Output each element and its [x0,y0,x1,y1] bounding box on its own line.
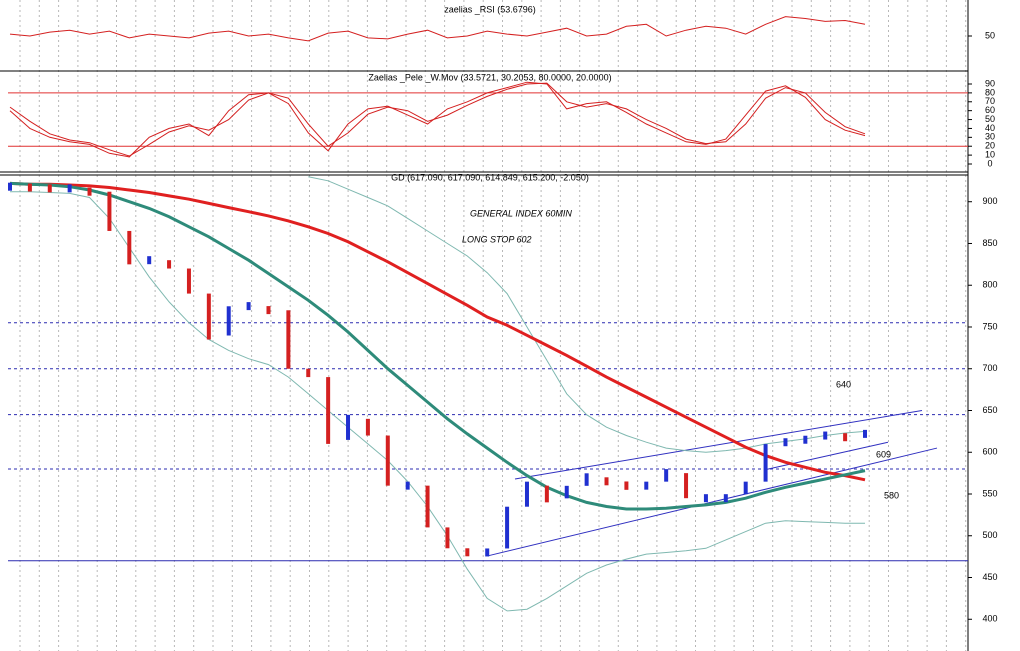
y-tick-label: 20 [985,141,995,151]
y-tick-label: 900 [982,196,997,206]
candle [365,418,370,436]
candle [206,293,211,340]
candle [723,494,728,503]
candle [743,481,748,495]
candle [167,260,172,269]
y-tick-label: 650 [982,405,997,415]
candle [27,183,32,192]
series-line [308,176,866,453]
candle [127,230,132,265]
candle [107,191,112,231]
candle [445,527,450,549]
candle [624,481,629,490]
panel-title: Zaelias _Pele _W.Mov (33.5721, 30.2053, … [368,72,611,82]
candle [783,438,788,447]
candle [465,548,470,557]
candle [425,485,430,528]
annotation: LONG STOP 602 [462,234,532,244]
series-line [10,191,865,612]
channel-line [764,441,889,471]
candle [346,414,351,440]
candle [266,306,271,315]
y-tick-label: 90 [985,78,995,88]
candle [544,485,549,503]
y-tick-label: 0 [987,158,992,168]
candle [763,444,768,482]
candle [8,182,12,191]
candle [226,306,231,336]
y-tick-label: 550 [982,488,997,498]
candle [863,429,867,438]
y-tick-label: 70 [985,96,995,106]
candle [286,310,291,369]
candle [405,481,410,490]
y-tick-label: 50 [985,114,995,124]
candle [326,377,331,444]
candle [803,435,808,444]
candle [485,548,490,557]
candle [584,473,589,486]
candle [246,302,251,311]
candle [823,431,828,440]
annotation: 580 [884,490,899,500]
y-tick-label: 10 [985,149,995,159]
candle [664,469,669,482]
series-line [9,181,866,482]
series-line [9,181,866,511]
y-tick-label: 750 [982,321,997,331]
y-tick-label: 600 [982,447,997,457]
y-tick-label: 500 [982,530,997,540]
y-tick-label: 450 [982,572,997,582]
channel-line [514,410,923,480]
series-line [9,81,866,158]
annotation: 609 [876,449,891,459]
y-tick-label: 40 [985,123,995,133]
annotation: GENERAL INDEX 60MIN [470,208,572,218]
candle [684,473,689,499]
y-tick-label: 400 [982,614,997,624]
candle [843,433,848,442]
y-tick-label: 60 [985,105,995,115]
candle [604,477,609,486]
y-tick-label: 80 [985,87,995,97]
candle [67,184,72,193]
candle [47,184,52,193]
candle [505,506,510,549]
y-tick-label: 30 [985,132,995,142]
candle [703,494,708,503]
panel-title: zaelias _RSI (53.6796) [444,4,536,14]
candle [186,268,191,294]
channel-line [487,447,938,557]
candle [644,481,649,490]
y-tick-label: 800 [982,280,997,290]
series-line [9,82,866,157]
candle [564,485,569,499]
y-tick-label: 50 [985,30,995,40]
y-tick-label: 850 [982,238,997,248]
series-line [9,16,866,42]
panel-title: GD (617.090, 617.090, 614.849, 615.200, … [391,172,589,182]
y-tick-label: 700 [982,363,997,373]
candle [306,368,311,378]
annotation: 640 [836,379,851,389]
candle [524,481,529,507]
candle [147,256,152,265]
candle [385,435,390,486]
candle [87,187,92,196]
